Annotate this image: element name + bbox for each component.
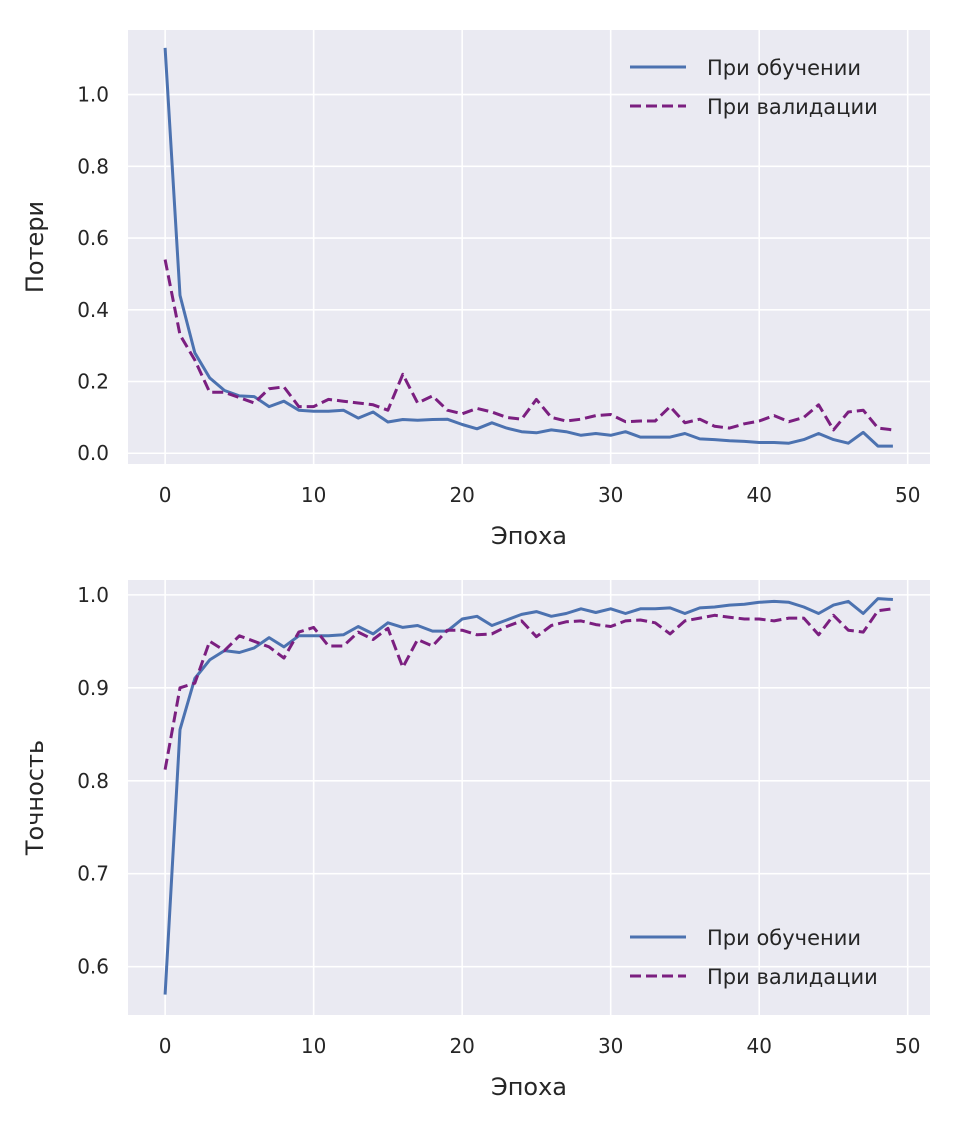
x-axis-label: Эпоха [491, 522, 567, 550]
legend-label-validation: При валидации [707, 95, 878, 119]
series-line-train [163, 47, 893, 448]
series-line-validation [163, 259, 894, 432]
legend-label-train: При обучении [707, 56, 861, 80]
y-tick-label: 0.8 [77, 154, 109, 178]
y-tick-label: 0.6 [77, 955, 109, 979]
y-tick-label: 0.0 [77, 441, 109, 465]
x-tick-label: 20 [449, 483, 474, 507]
x-axis-label: Эпоха [491, 1073, 567, 1101]
x-tick-label: 20 [449, 1034, 474, 1058]
y-tick-label: 0.4 [77, 298, 109, 322]
y-tick-label: 0.6 [77, 226, 109, 250]
x-tick-label: 40 [746, 483, 771, 507]
plot-area [128, 30, 930, 464]
y-tick-label: 0.7 [77, 862, 109, 886]
x-tick-label: 50 [895, 1034, 920, 1058]
x-tick-label: 30 [598, 1034, 623, 1058]
x-tick-label: 0 [159, 1034, 172, 1058]
y-tick-label: 1.0 [77, 583, 109, 607]
y-tick-label: 0.9 [77, 676, 109, 700]
legend-label-train: При обучении [707, 926, 861, 950]
x-tick-label: 0 [159, 483, 172, 507]
y-tick-label: 0.8 [77, 769, 109, 793]
y-axis-label: Точность [21, 740, 49, 856]
legend-label-validation: При валидации [707, 965, 878, 989]
x-tick-label: 30 [598, 483, 623, 507]
series-line-validation [163, 607, 894, 770]
x-tick-label: 50 [895, 483, 920, 507]
y-tick-label: 1.0 [77, 83, 109, 107]
x-tick-label: 10 [301, 483, 326, 507]
x-tick-label: 10 [301, 1034, 326, 1058]
x-tick-label: 40 [746, 1034, 771, 1058]
chart-accuracy: 0 10 20 30 40 50 0.6 0.7 0.8 0.9 1.0 Эпоха Точность П… [21, 580, 930, 1101]
y-axis-label: Потери [21, 201, 49, 293]
y-tick-label: 0.2 [77, 370, 109, 394]
series-line-train [163, 597, 893, 995]
chart-loss: 0 10 20 30 40 50 0.0 0.2 0.4 0.6 0.8 1.0 Эпоха Потери… [21, 30, 930, 550]
plot-area [128, 580, 930, 1015]
